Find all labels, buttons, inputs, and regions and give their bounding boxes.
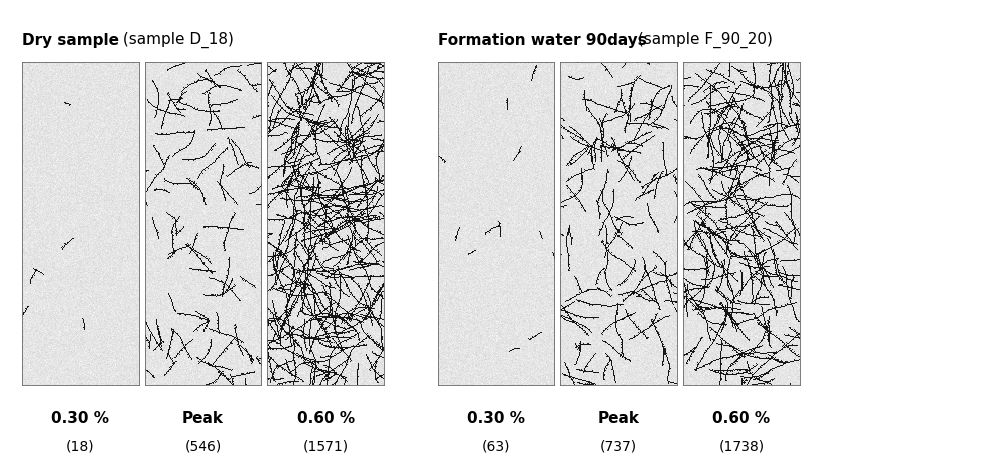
Text: 0.30 %: 0.30 % [51,411,109,426]
Text: Formation water 90days: Formation water 90days [438,32,646,48]
Text: (63): (63) [482,439,510,453]
Text: Peak: Peak [182,411,224,426]
Text: (737): (737) [600,439,638,453]
Text: (sample D_18): (sample D_18) [118,31,234,48]
Text: (1571): (1571) [303,439,348,453]
Text: (1738): (1738) [719,439,764,453]
Text: Dry sample: Dry sample [22,32,119,48]
Text: Peak: Peak [598,411,640,426]
Text: 0.30 %: 0.30 % [467,411,525,426]
Text: 0.60 %: 0.60 % [713,411,770,426]
Text: (546): (546) [184,439,222,453]
Text: (sample F_90_20): (sample F_90_20) [633,31,772,48]
Text: 0.60 %: 0.60 % [297,411,354,426]
Text: (18): (18) [66,439,94,453]
